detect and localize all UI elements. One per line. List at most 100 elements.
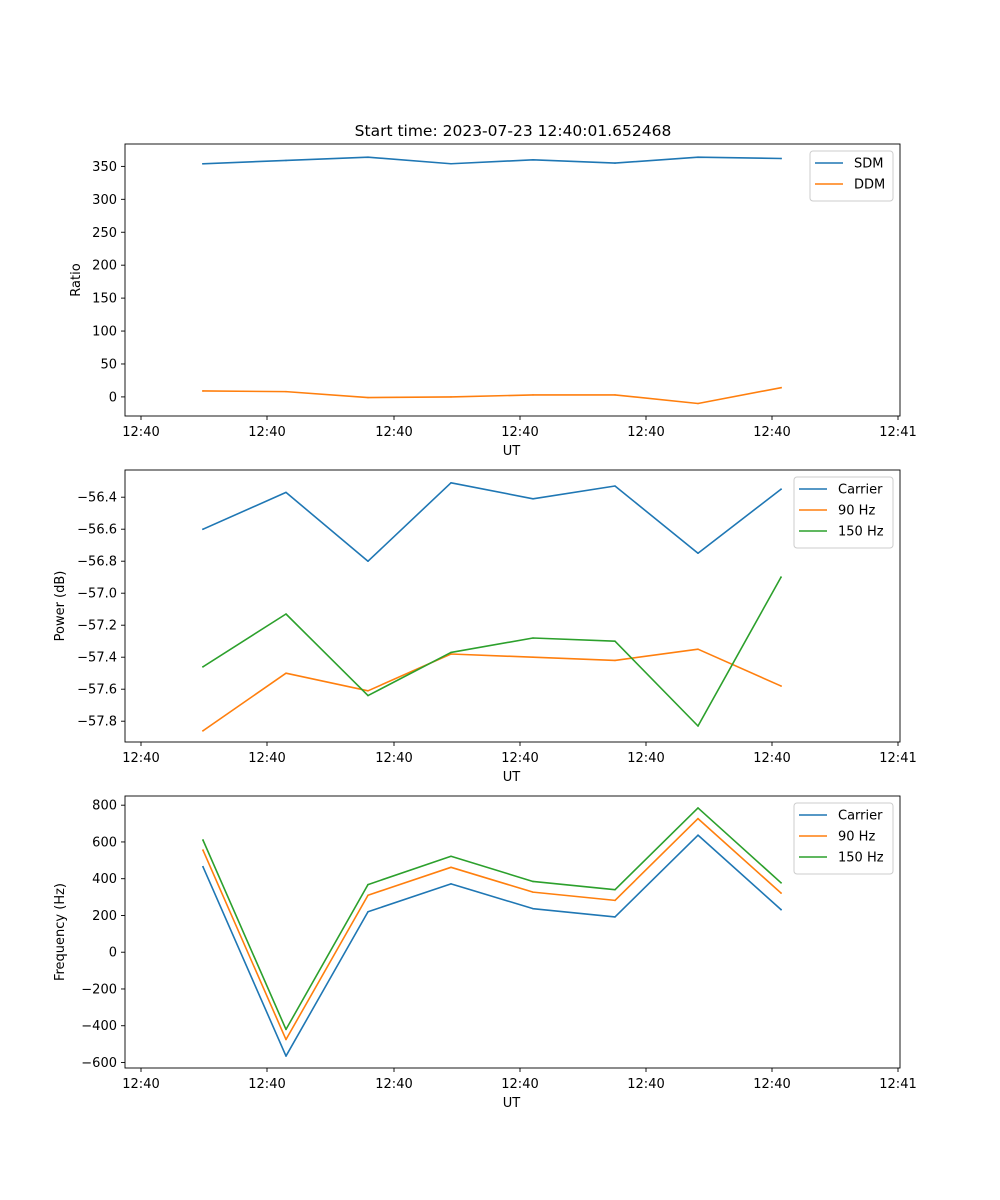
data-point — [450, 855, 452, 858]
series-line-90-hz — [201, 817, 783, 1041]
data-point — [202, 528, 204, 530]
data-point — [367, 560, 369, 562]
data-point — [697, 725, 699, 727]
data-point — [697, 156, 699, 158]
data-point — [614, 916, 616, 918]
y-tick-label: 600 — [92, 835, 117, 850]
x-axis-label: UT — [503, 1096, 521, 1111]
legend-entry: DDM — [854, 178, 885, 193]
data-point — [450, 482, 452, 484]
y-tick-label: 200 — [92, 259, 117, 274]
data-point — [614, 162, 616, 164]
y-tick-label: 0 — [109, 946, 117, 961]
legend-entry: 150 Hz — [838, 851, 884, 866]
data-point — [202, 666, 204, 668]
x-tick-label: 12:40 — [248, 751, 285, 766]
data-point — [780, 488, 782, 491]
y-tick-label: 300 — [92, 193, 117, 208]
data-point — [450, 396, 452, 398]
data-point — [780, 881, 782, 884]
data-point — [450, 883, 452, 885]
x-tick-label: 12:41 — [879, 1077, 916, 1092]
data-point — [450, 866, 452, 869]
series-line-sdm — [202, 156, 782, 165]
x-tick-label: 12:40 — [375, 1077, 412, 1092]
x-tick-label: 12:40 — [248, 425, 285, 440]
data-point — [697, 648, 699, 650]
x-axis-label: UT — [503, 770, 521, 785]
data-point — [202, 162, 204, 165]
x-tick-label: 12:40 — [501, 751, 538, 766]
x-tick-label: 12:40 — [753, 1077, 790, 1092]
x-tick-label: 12:40 — [627, 1077, 664, 1092]
data-point — [367, 883, 369, 886]
data-point — [614, 394, 616, 396]
data-point — [697, 402, 699, 405]
subplot-1: 12:40 12:40 12:40 12:40 12:40 12:40 12:41 0 50 10… — [69, 143, 917, 459]
x-tick-label: 12:40 — [753, 425, 790, 440]
y-tick-label: 350 — [92, 160, 117, 175]
series-line-90-hz — [201, 648, 783, 732]
axes-frame — [124, 143, 901, 417]
data-point — [614, 640, 616, 642]
y-tick-label: −57.2 — [77, 619, 117, 634]
data-point — [614, 899, 616, 902]
data-point — [285, 613, 287, 615]
y-tick-label: 200 — [92, 909, 117, 924]
y-tick-label: 50 — [100, 357, 117, 372]
data-point — [285, 491, 287, 494]
y-tick-label: −56.6 — [77, 523, 117, 538]
series-line-ddm — [202, 386, 782, 405]
y-tick-label: 0 — [109, 390, 117, 405]
data-point — [367, 156, 369, 158]
y-axis-label: Frequency (Hz) — [53, 883, 68, 981]
data-point — [532, 394, 534, 396]
x-tick-label: 12:40 — [627, 751, 664, 766]
data-point — [367, 690, 369, 692]
x-tick-label: 12:40 — [753, 751, 790, 766]
y-tick-label: 400 — [92, 872, 117, 887]
y-tick-label: −57.4 — [77, 651, 117, 666]
subplots: 12:40 12:40 12:40 12:40 12:40 12:40 12:41 0 50 10… — [53, 143, 917, 1111]
data-point — [697, 552, 699, 554]
data-point — [202, 849, 204, 852]
x-axis-label: UT — [503, 444, 521, 459]
data-point — [780, 576, 782, 578]
data-point — [367, 396, 369, 399]
series-line-150-hz — [201, 576, 783, 727]
data-point — [532, 891, 534, 893]
x-tick-label: 12:40 — [375, 751, 412, 766]
y-tick-label: −400 — [81, 1019, 117, 1034]
data-point — [285, 159, 287, 162]
data-point — [614, 888, 616, 891]
legend: SDM DDM — [809, 150, 894, 202]
data-point — [285, 672, 287, 674]
y-tick-label: 800 — [92, 799, 117, 814]
legend: Carrier 90 Hz 150 Hz — [793, 802, 894, 875]
data-point — [450, 651, 452, 654]
data-point — [780, 685, 782, 687]
series-line-150-hz — [201, 807, 783, 1031]
series-line-carrier — [201, 834, 783, 1057]
axes-frame — [124, 469, 901, 743]
data-point — [285, 1028, 287, 1031]
x-tick-label: 12:40 — [627, 425, 664, 440]
legend-entry: 150 Hz — [838, 525, 884, 540]
data-point — [450, 653, 452, 655]
data-point — [532, 637, 534, 639]
y-tick-label: 100 — [92, 325, 117, 340]
y-tick-label: 250 — [92, 226, 117, 241]
data-point — [285, 390, 287, 393]
data-point — [367, 910, 369, 913]
data-point — [780, 386, 782, 389]
series-line-carrier — [201, 481, 783, 563]
legend: Carrier 90 Hz 150 Hz — [793, 476, 894, 549]
data-point — [285, 1038, 287, 1041]
data-point — [285, 1055, 287, 1057]
subplot-2: 12:40 12:40 12:40 12:40 12:40 12:40 12:41 −57.8… — [53, 469, 917, 785]
data-point — [532, 159, 534, 161]
data-point — [202, 390, 204, 392]
chart-title: Start time: 2023-07-23 12:40:01.652468 — [355, 122, 672, 140]
y-tick-label: −57.8 — [77, 715, 117, 730]
